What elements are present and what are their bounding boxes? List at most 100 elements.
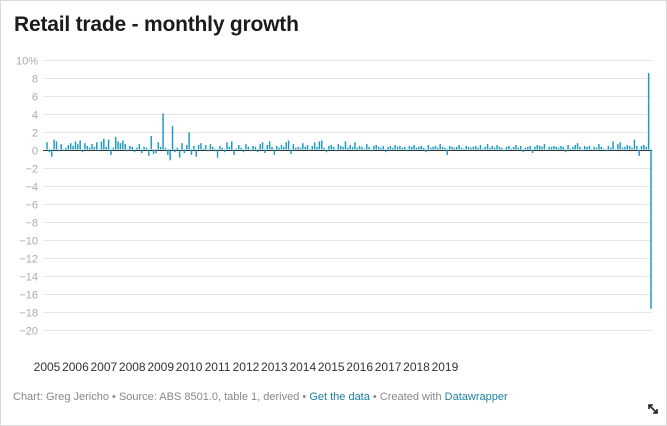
bar xyxy=(155,149,157,154)
bar xyxy=(567,145,569,150)
bar xyxy=(351,146,354,150)
bar xyxy=(302,143,304,150)
bar xyxy=(498,146,501,150)
bar xyxy=(53,139,55,150)
bar xyxy=(186,145,188,150)
y-tick-label: −2 xyxy=(25,164,38,176)
bar xyxy=(150,136,152,150)
bar xyxy=(519,145,522,150)
bar xyxy=(105,146,107,150)
bar xyxy=(257,149,259,153)
bar xyxy=(138,144,141,150)
bar xyxy=(456,146,458,150)
bar xyxy=(145,147,148,150)
bar xyxy=(235,148,238,150)
bar xyxy=(280,145,283,150)
bar xyxy=(610,147,612,150)
bar xyxy=(48,149,51,153)
bar xyxy=(489,147,491,150)
bar xyxy=(174,149,176,153)
bar xyxy=(148,149,150,156)
x-tick-label: 2011 xyxy=(205,360,231,374)
bar xyxy=(470,147,472,150)
bar xyxy=(283,146,285,150)
bar xyxy=(55,141,58,150)
bar xyxy=(292,144,295,150)
bar xyxy=(408,145,411,150)
bar xyxy=(612,141,614,150)
bar xyxy=(152,149,155,154)
bar xyxy=(493,147,496,150)
bar xyxy=(396,146,399,150)
bar xyxy=(636,145,638,150)
bar xyxy=(508,145,510,150)
bar xyxy=(264,149,266,154)
bar xyxy=(219,145,221,150)
resize-handle-icon[interactable] xyxy=(646,402,660,416)
bar xyxy=(543,144,546,150)
bar xyxy=(195,149,197,157)
bar xyxy=(505,146,508,150)
bar xyxy=(103,138,105,150)
bar xyxy=(574,145,576,150)
bar xyxy=(181,143,183,150)
bar xyxy=(297,146,299,150)
bar xyxy=(84,143,86,150)
bar xyxy=(425,149,427,153)
bar xyxy=(453,147,456,150)
bar xyxy=(202,148,205,150)
bar xyxy=(197,145,200,150)
y-tick-label: −14 xyxy=(19,272,38,284)
bar xyxy=(512,146,515,150)
bar xyxy=(81,149,84,153)
bar xyxy=(131,146,134,150)
bar xyxy=(415,147,418,150)
bar xyxy=(557,147,560,150)
bar xyxy=(389,145,392,150)
bar xyxy=(560,145,562,150)
bar xyxy=(555,146,557,150)
bar xyxy=(124,144,126,150)
footer-credit: Chart: Greg Jericho • Source: ABS 8501.0… xyxy=(13,391,310,403)
bar xyxy=(600,146,602,150)
bar xyxy=(503,149,505,152)
bar xyxy=(593,146,595,150)
bar xyxy=(176,147,179,150)
bar xyxy=(531,149,534,154)
bar xyxy=(441,146,444,150)
bar xyxy=(576,143,579,150)
bar xyxy=(522,149,524,153)
bar xyxy=(406,149,408,152)
bar xyxy=(259,144,261,150)
bar xyxy=(276,145,278,150)
bar xyxy=(418,146,420,150)
bar xyxy=(74,141,77,150)
bar xyxy=(515,145,517,150)
bar xyxy=(342,146,344,150)
x-tick-label: 2017 xyxy=(375,360,402,374)
bar xyxy=(183,149,186,154)
y-tick-label: 8 xyxy=(32,74,38,86)
bar xyxy=(254,146,257,150)
datawrapper-link[interactable]: Datawrapper xyxy=(444,391,508,403)
bar xyxy=(169,149,171,161)
bar xyxy=(96,142,98,150)
bar xyxy=(347,147,349,150)
bar xyxy=(159,146,162,150)
x-tick-label: 2019 xyxy=(432,360,459,374)
bar xyxy=(231,141,233,150)
y-tick-label: −4 xyxy=(25,182,38,194)
bar xyxy=(380,147,382,150)
bar xyxy=(647,73,650,150)
bar xyxy=(178,149,181,158)
bar xyxy=(207,149,209,152)
x-tick-label: 2005 xyxy=(34,360,61,374)
bar xyxy=(517,147,520,150)
y-tick-label: 6 xyxy=(32,92,38,104)
bar xyxy=(581,149,584,152)
bar xyxy=(91,144,93,150)
get-the-data-link[interactable]: Get the data xyxy=(309,391,370,403)
bar xyxy=(356,147,359,150)
bar xyxy=(252,145,254,150)
